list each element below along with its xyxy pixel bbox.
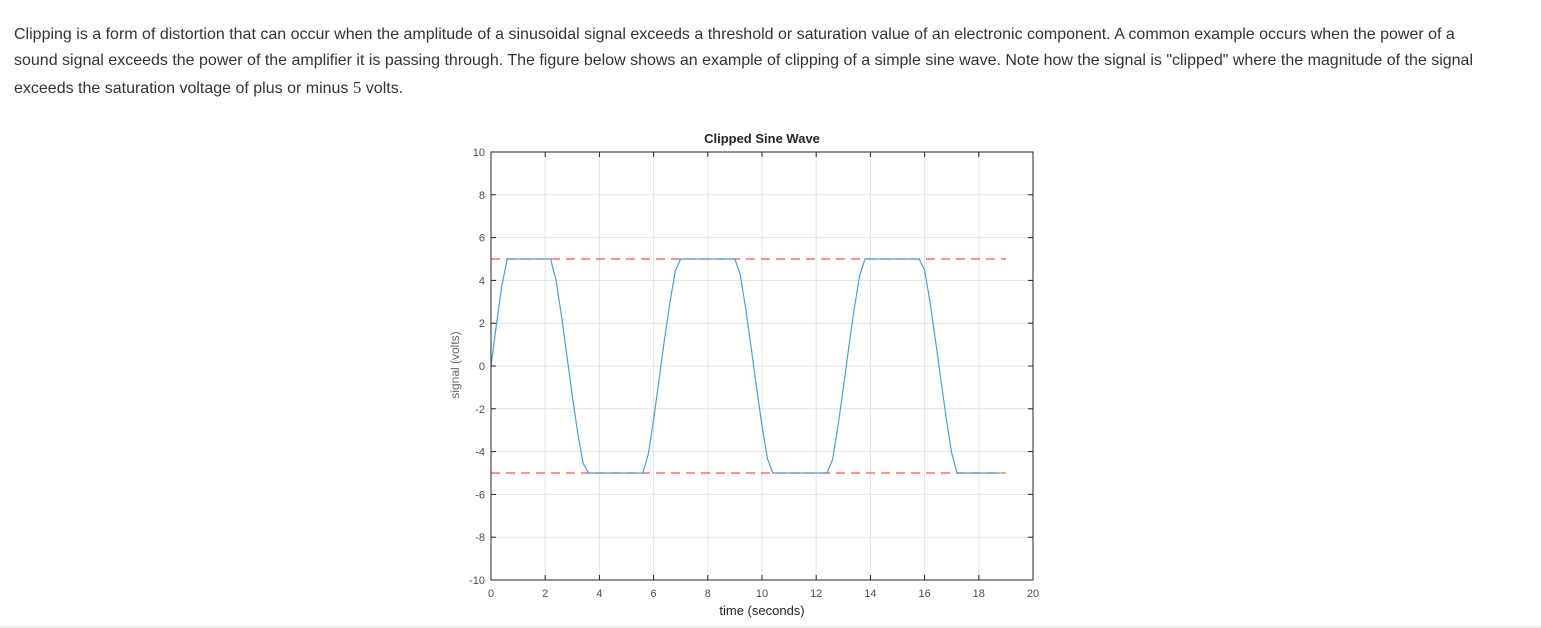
y-tick-label: -2 [475,404,485,416]
x-tick-label: 4 [596,588,602,600]
x-tick-label: 16 [918,588,930,600]
x-tick-label: 14 [864,588,876,600]
y-tick-label: 2 [479,318,485,330]
threshold-lines [491,258,1006,474]
intro-text-end: volts. [361,79,404,97]
y-tick-label: -10 [469,575,485,587]
intro-text: Clipping is a form of distortion that ca… [14,26,1474,97]
signal-line [490,258,1001,474]
y-tick-label: -6 [475,489,485,501]
y-tick-label: 10 [473,147,485,159]
y-axis-label: signal (volts) [448,331,462,398]
grid [491,152,1033,580]
x-tick-label: 10 [756,588,768,600]
y-tick-label: -4 [475,447,485,459]
y-tick-label: -8 [475,532,485,544]
x-tick-label: 18 [973,588,985,600]
x-tick-label: 8 [705,588,711,600]
y-tick-label: 8 [479,190,485,202]
intro-paragraph: Clipping is a form of distortion that ca… [14,22,1494,102]
y-tick-label: 6 [479,233,485,245]
ticks [490,151,1034,581]
x-tick-label: 6 [651,588,657,600]
x-tick-label: 20 [1027,588,1039,600]
y-tick-label: 0 [479,361,485,373]
x-tick-label: 0 [488,588,494,600]
saturation-value: 5 [352,77,362,97]
x-tick-label: 12 [810,588,822,600]
x-tick-label: 2 [542,588,548,600]
signal-series [490,258,1001,474]
chart-title: Clipped Sine Wave [704,131,820,146]
x-axis-label: time (seconds) [719,603,804,618]
bottom-divider [0,626,1541,628]
y-tick-label: 4 [479,275,485,287]
